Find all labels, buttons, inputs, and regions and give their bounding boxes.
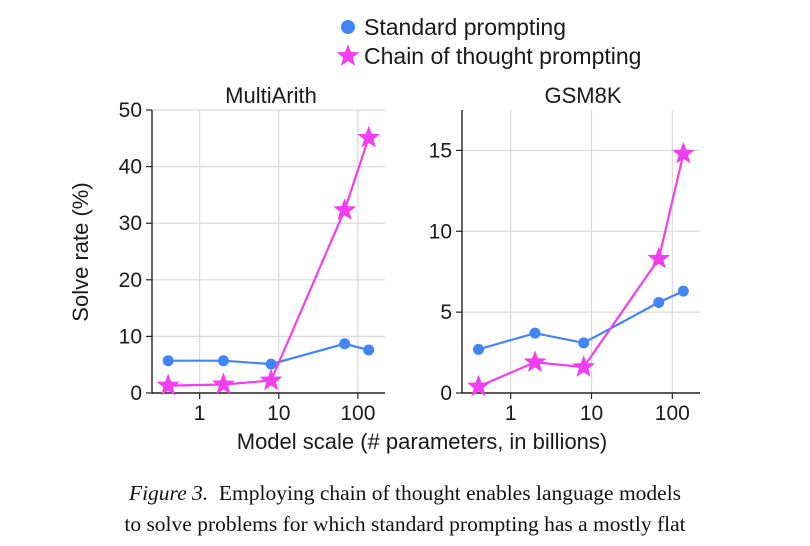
x-tick-label: 10 (267, 402, 290, 425)
caption-line-1: Figure 3. Employing chain of thought ena… (0, 478, 810, 509)
series-line (168, 137, 370, 387)
x-tick-label: 1 (505, 402, 517, 425)
y-tick-label: 0 (130, 382, 142, 405)
panel-title-multiarith: MultiArith (225, 83, 317, 108)
series-line (478, 153, 685, 388)
y-tick-label: 10 (429, 220, 452, 243)
caption-figure-label: Figure 3. (128, 481, 209, 505)
data-point-cot (333, 198, 357, 220)
data-point-standard (653, 296, 665, 308)
x-tick-label: 1 (194, 402, 206, 425)
data-point-cot (647, 246, 671, 269)
figure-caption: Figure 3. Employing chain of thought ena… (0, 478, 810, 540)
data-point-standard (265, 358, 277, 370)
data-point-standard (217, 355, 229, 367)
y-tick-label: 5 (440, 301, 452, 324)
data-point-cot (357, 125, 381, 148)
legend-label-standard: Standard prompting (364, 14, 566, 40)
data-point-standard (529, 327, 541, 339)
data-point-standard (472, 343, 484, 355)
y-tick-label: 30 (119, 212, 142, 235)
data-point-standard (339, 338, 351, 350)
data-point-cot (523, 350, 547, 372)
y-tick-label: 50 (119, 99, 142, 122)
data-point-standard (162, 355, 174, 367)
data-point-cot (156, 373, 180, 396)
caption-line-2: to solve problems for which standard pro… (124, 512, 686, 536)
data-point-cot (467, 374, 490, 397)
legend-marker-standard (341, 20, 355, 34)
x-tick-label: 100 (340, 402, 375, 425)
data-point-standard (677, 285, 689, 297)
y-tick-label: 10 (119, 325, 142, 348)
y-tick-label: 40 (119, 156, 142, 179)
chart-figure: Standard prompting Chain of thought prom… (68, 14, 700, 454)
y-axis-title: Solve rate (%) (68, 182, 93, 321)
data-point-cot (259, 368, 283, 391)
x-axis-title: Model scale (# parameters, in billions) (237, 429, 608, 454)
y-tick-label: 0 (440, 382, 452, 405)
legend-label-cot: Chain of thought prompting (364, 43, 641, 69)
data-point-cot (212, 372, 235, 395)
legend-marker-cot (336, 44, 360, 66)
x-tick-label: 100 (655, 402, 690, 425)
data-point-cot (672, 141, 695, 164)
data-point-standard (363, 344, 375, 356)
legend: Standard prompting Chain of thought prom… (336, 14, 641, 69)
data-point-cot (572, 355, 596, 377)
y-tick-label: 20 (119, 269, 142, 292)
panel-gsm8k: 0 5 10 15 1 10 100 (429, 110, 700, 425)
caption-line-1-text: Employing chain of thought enables langu… (218, 481, 682, 505)
x-tick-label: 10 (580, 402, 603, 425)
data-point-standard (578, 337, 590, 349)
panel-multiarith: 0 10 20 30 40 50 1 10 100 (119, 99, 385, 425)
y-tick-label: 15 (429, 139, 452, 162)
panel-title-gsm8k: GSM8K (544, 83, 621, 108)
